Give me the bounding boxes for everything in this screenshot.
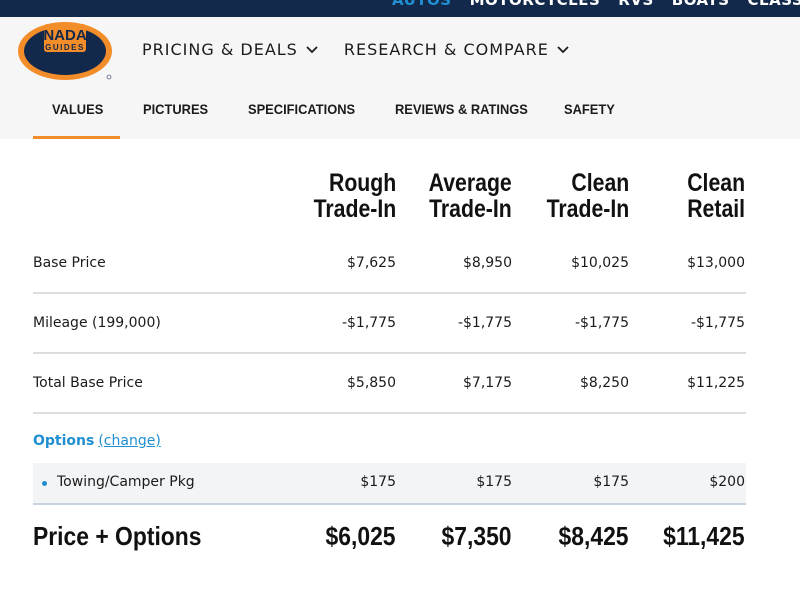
nav-research-compare[interactable]: RESEARCH & COMPARE <box>344 40 569 59</box>
site-header: NADA GUIDES SINCE 1933 PRICING & DEALS R… <box>0 17 800 84</box>
main-nav: PRICING & DEALS RESEARCH & COMPARE <box>142 40 569 59</box>
row-label-mileage: Mileage (199,000) <box>33 315 161 331</box>
options-change-link[interactable]: (change) <box>98 433 161 449</box>
options-label: Options <box>33 433 95 449</box>
top-category-bar: AUTOS MOTORCYCLES RVS BOATS CLASSIC C <box>0 0 800 17</box>
total-cell: $11,425 <box>663 521 745 551</box>
column-header-line2: Retail <box>687 195 745 223</box>
total-cell: $8,425 <box>559 521 629 551</box>
category-classic-link[interactable]: CLASSIC C <box>747 0 800 9</box>
table-cell: $200 <box>709 474 745 490</box>
table-cell: $175 <box>360 474 396 490</box>
row-label-total-base-price: Total Base Price <box>33 375 143 391</box>
row-label-base-price: Base Price <box>33 255 106 271</box>
column-header-line1: Clean <box>571 169 629 197</box>
category-boats-link[interactable]: BOATS <box>671 0 730 9</box>
active-tab-indicator <box>33 136 120 139</box>
table-cell: -$1,775 <box>574 315 629 331</box>
vehicle-subnav: VALUES PICTURES SPECIFICATIONS REVIEWS &… <box>0 84 800 139</box>
column-header-average-trade-in: Average Trade-In <box>429 170 512 222</box>
nav-pricing-deals[interactable]: PRICING & DEALS <box>142 40 318 59</box>
total-cell: $7,350 <box>442 521 512 551</box>
tab-safety[interactable]: SAFETY <box>564 101 615 117</box>
tab-values[interactable]: VALUES <box>52 101 104 117</box>
row-divider <box>33 352 746 354</box>
nav-research-compare-label: RESEARCH & COMPARE <box>343 40 549 59</box>
tab-pictures[interactable]: PICTURES <box>143 101 209 117</box>
table-cell: $175 <box>476 474 512 490</box>
table-cell: $10,025 <box>571 255 629 271</box>
category-links: AUTOS MOTORCYCLES RVS BOATS CLASSIC C <box>392 0 800 9</box>
table-cell: $8,250 <box>580 375 629 391</box>
options-heading: Options (change) <box>33 433 161 449</box>
table-cell: $8,950 <box>463 255 512 271</box>
tab-reviews-ratings[interactable]: REVIEWS & RATINGS <box>395 101 528 117</box>
total-cell: $6,025 <box>326 521 396 551</box>
row-divider <box>33 292 746 294</box>
column-header-line2: Trade-In <box>546 195 629 223</box>
chevron-down-icon <box>557 45 569 53</box>
column-header-clean-retail: Clean Retail <box>687 170 745 222</box>
column-header-line2: Trade-In <box>429 195 512 223</box>
column-header-rough-trade-in: Rough Trade-In <box>313 170 396 222</box>
category-autos-link[interactable]: AUTOS <box>392 0 452 9</box>
column-header-line1: Clean <box>687 169 745 197</box>
table-cell: -$1,775 <box>690 315 745 331</box>
chevron-down-icon <box>306 45 318 53</box>
table-cell: $13,000 <box>687 255 745 271</box>
column-header-line2: Trade-In <box>313 195 396 223</box>
price-plus-options-label: Price + Options <box>33 521 202 551</box>
option-label-towing-camper-pkg: Towing/Camper Pkg <box>57 474 195 490</box>
column-header-line1: Rough <box>328 169 396 197</box>
table-cell: -$1,775 <box>457 315 512 331</box>
table-cell: $7,625 <box>347 255 396 271</box>
logo-text-nada: NADA <box>43 27 86 44</box>
table-cell: $7,175 <box>463 375 512 391</box>
table-cell: $175 <box>593 474 629 490</box>
category-rvs-link[interactable]: RVS <box>618 0 654 9</box>
column-header-clean-trade-in: Clean Trade-In <box>546 170 629 222</box>
table-cell: $11,225 <box>687 375 745 391</box>
nav-pricing-deals-label: PRICING & DEALS <box>142 40 298 59</box>
bullet-icon <box>42 481 47 486</box>
row-divider <box>33 412 746 414</box>
column-header-line1: Average <box>428 169 512 197</box>
logo-text-since: SINCE 1933 <box>51 69 79 75</box>
tab-specifications[interactable]: SPECIFICATIONS <box>248 101 356 117</box>
category-motorcycles-link[interactable]: MOTORCYCLES <box>469 0 601 9</box>
logo-text-guides: GUIDES <box>45 43 85 52</box>
nada-guides-logo[interactable]: NADA GUIDES SINCE 1933 <box>17 20 115 82</box>
table-cell: $5,850 <box>347 375 396 391</box>
option-row-background <box>33 463 746 504</box>
options-divider <box>33 503 746 505</box>
table-cell: -$1,775 <box>341 315 396 331</box>
